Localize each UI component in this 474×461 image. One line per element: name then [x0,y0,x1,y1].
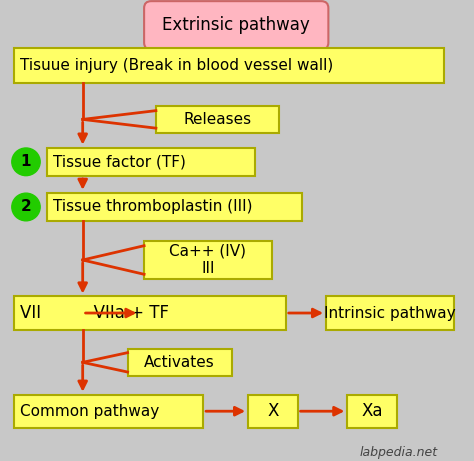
Text: X: X [267,402,279,420]
FancyBboxPatch shape [248,395,298,428]
Text: Tissue factor (TF): Tissue factor (TF) [53,154,186,169]
FancyBboxPatch shape [347,395,397,428]
Text: Activates: Activates [144,355,215,370]
FancyBboxPatch shape [14,395,203,428]
Text: Tissue thromboplastin (III): Tissue thromboplastin (III) [53,200,253,214]
Text: Releases: Releases [183,112,251,127]
FancyBboxPatch shape [144,1,328,50]
FancyBboxPatch shape [156,106,279,133]
FancyBboxPatch shape [47,148,255,176]
Text: Extrinsic pathway: Extrinsic pathway [163,16,310,35]
Text: 2: 2 [20,200,31,214]
Text: 1: 1 [21,154,31,169]
FancyBboxPatch shape [144,241,272,279]
FancyBboxPatch shape [14,48,444,83]
FancyBboxPatch shape [326,296,454,330]
FancyBboxPatch shape [14,296,286,330]
FancyBboxPatch shape [47,193,302,221]
FancyBboxPatch shape [128,349,231,376]
Text: Xa: Xa [361,402,383,420]
Text: VII          VIIa + TF: VII VIIa + TF [20,304,169,322]
Circle shape [12,193,40,221]
Circle shape [12,148,40,176]
Text: Common pathway: Common pathway [20,404,159,419]
Text: Ca++ (IV)
III: Ca++ (IV) III [169,244,246,276]
Text: Tisuue injury (Break in blood vessel wall): Tisuue injury (Break in blood vessel wal… [20,58,333,73]
Text: Intrinsic pathway: Intrinsic pathway [324,306,456,320]
Text: labpedia.net: labpedia.net [359,446,437,459]
